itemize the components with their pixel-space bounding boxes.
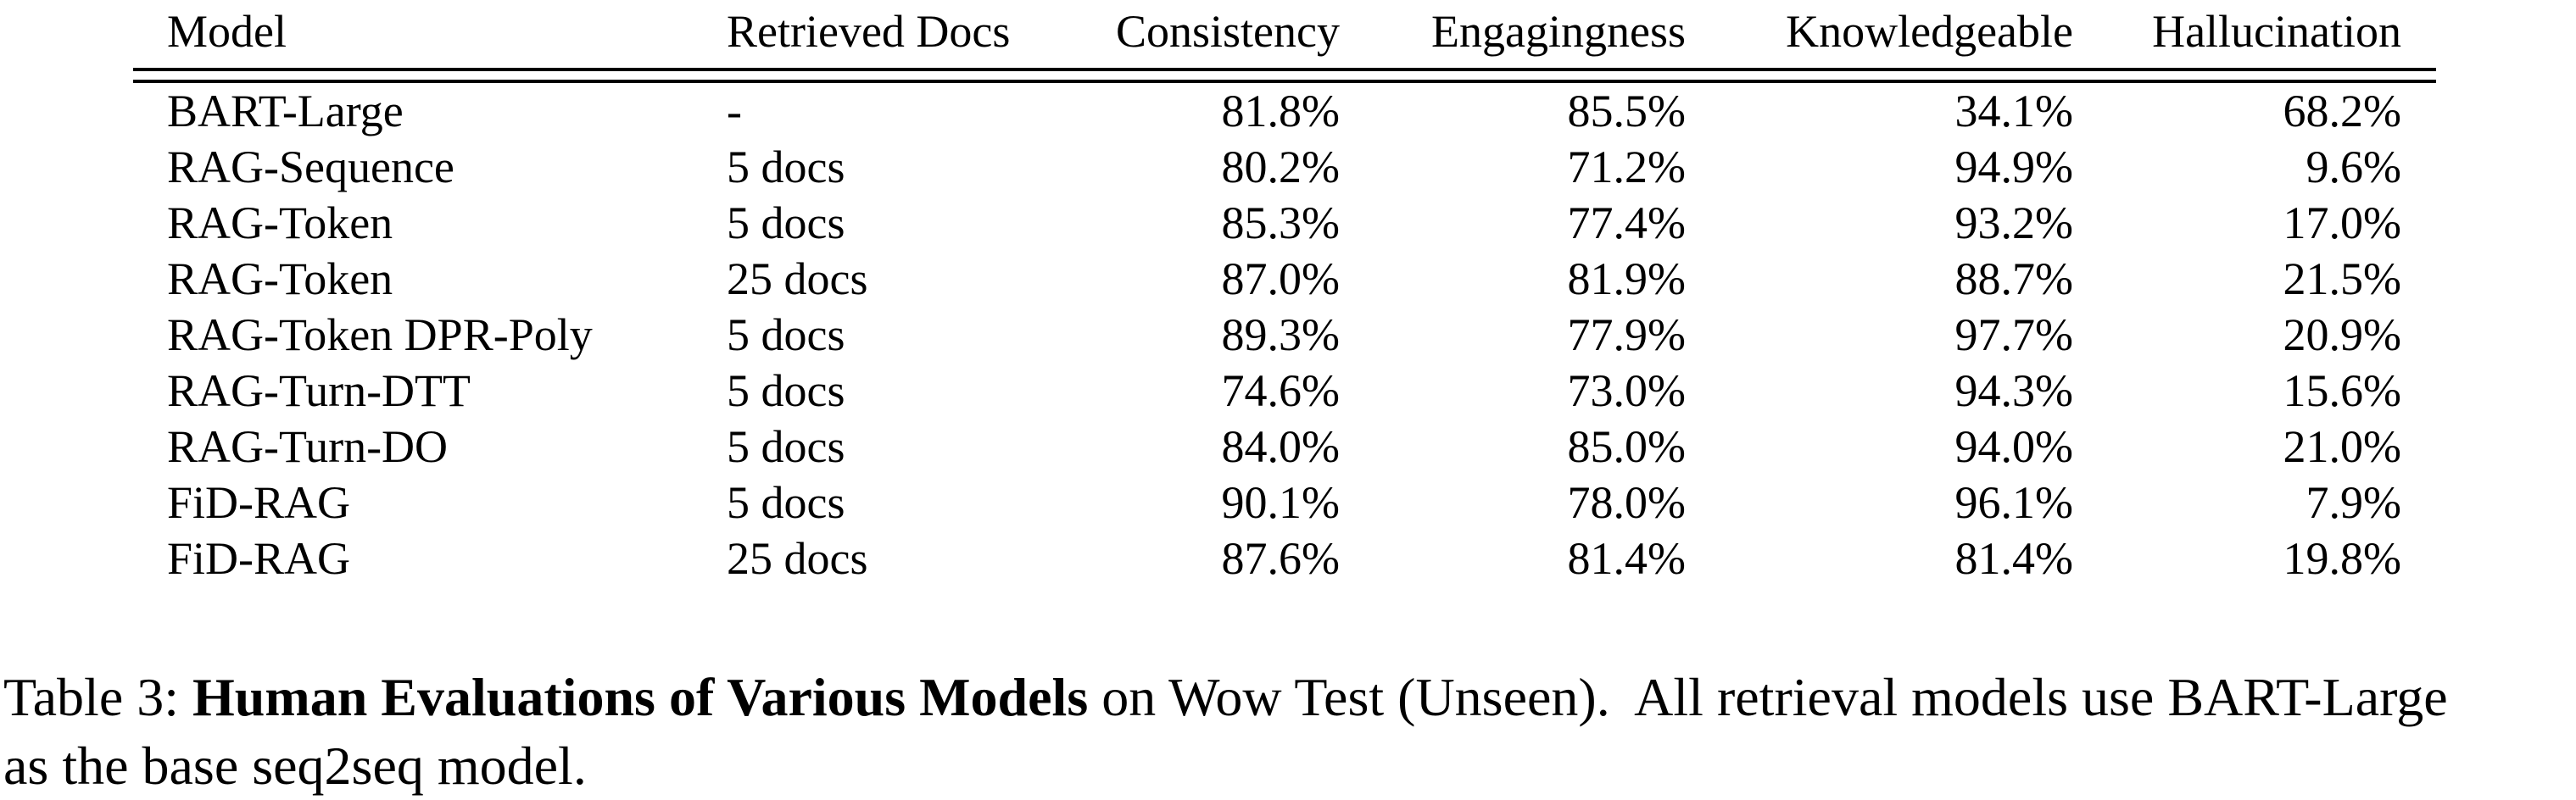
cell-hallucination: 15.6% xyxy=(2283,365,2401,416)
cell-model: FiD-RAG xyxy=(167,533,351,584)
cell-engagingness: 85.5% xyxy=(1567,86,1686,136)
cell-model: BART-Large xyxy=(167,86,404,136)
cell-retrieved-docs: 5 docs xyxy=(727,197,845,248)
cell-retrieved-docs: 5 docs xyxy=(727,309,845,360)
caption-line1-rest: on Wow Test (Unseen). All retrieval mode… xyxy=(1088,667,2448,727)
cell-engagingness: 85.0% xyxy=(1567,421,1686,472)
cell-model: RAG-Turn-DO xyxy=(167,421,449,472)
cell-model: RAG-Sequence xyxy=(167,142,454,192)
column-header-hallucination: Hallucination xyxy=(2152,6,2401,57)
caption-line2: as the base seq2seq model. xyxy=(3,736,587,796)
human-evaluations-table: Model Retrieved Docs Consistency Engagin… xyxy=(133,0,2436,586)
cell-model: RAG-Turn-DTT xyxy=(167,365,471,416)
cell-model: RAG-Token xyxy=(167,253,393,304)
cell-retrieved-docs: - xyxy=(727,86,742,136)
cell-consistency: 89.3% xyxy=(1221,309,1340,360)
cell-hallucination: 21.0% xyxy=(2283,421,2401,472)
cell-model: RAG-Token xyxy=(167,197,393,248)
cell-consistency: 81.8% xyxy=(1221,86,1340,136)
cell-knowledgeable: 93.2% xyxy=(1954,197,2073,248)
cell-consistency: 87.0% xyxy=(1221,253,1340,304)
cell-engagingness: 73.0% xyxy=(1567,365,1686,416)
cell-consistency: 90.1% xyxy=(1221,477,1340,528)
cell-retrieved-docs: 25 docs xyxy=(727,253,868,304)
cell-knowledgeable: 97.7% xyxy=(1954,309,2073,360)
cell-hallucination: 20.9% xyxy=(2283,309,2401,360)
cell-retrieved-docs: 5 docs xyxy=(727,142,845,192)
cell-engagingness: 81.9% xyxy=(1567,253,1686,304)
cell-knowledgeable: 34.1% xyxy=(1954,86,2073,136)
cell-consistency: 80.2% xyxy=(1221,142,1340,192)
column-header-knowledgeable: Knowledgeable xyxy=(1786,6,2073,57)
caption-title-bold: Human Evaluations of Various Models xyxy=(192,667,1089,727)
cell-model: RAG-Token DPR-Poly xyxy=(167,309,593,360)
cell-hallucination: 21.5% xyxy=(2283,253,2401,304)
caption-label: Table 3: xyxy=(3,667,192,727)
cell-knowledgeable: 88.7% xyxy=(1954,253,2073,304)
column-header-retrieved-docs: Retrieved Docs xyxy=(727,6,1011,57)
cell-engagingness: 71.2% xyxy=(1567,142,1686,192)
table-caption: Table 3: Human Evaluations of Various Mo… xyxy=(3,663,2574,800)
cell-engagingness: 78.0% xyxy=(1567,477,1686,528)
cell-consistency: 84.0% xyxy=(1221,421,1340,472)
cell-knowledgeable: 96.1% xyxy=(1954,477,2073,528)
cell-knowledgeable: 94.3% xyxy=(1954,365,2073,416)
cell-hallucination: 9.6% xyxy=(2306,142,2401,192)
cell-hallucination: 19.8% xyxy=(2283,533,2401,584)
cell-consistency: 74.6% xyxy=(1221,365,1340,416)
cell-retrieved-docs: 25 docs xyxy=(727,533,868,584)
column-header-engagingness: Engagingness xyxy=(1431,6,1686,57)
cell-consistency: 85.3% xyxy=(1221,197,1340,248)
column-header-model: Model xyxy=(167,6,287,57)
cell-hallucination: 17.0% xyxy=(2283,197,2401,248)
cell-knowledgeable: 94.9% xyxy=(1954,142,2073,192)
cell-engagingness: 77.9% xyxy=(1567,309,1686,360)
cell-hallucination: 68.2% xyxy=(2283,86,2401,136)
column-header-consistency: Consistency xyxy=(1116,6,1340,57)
cell-retrieved-docs: 5 docs xyxy=(727,477,845,528)
header-double-rule xyxy=(133,68,2436,83)
cell-consistency: 87.6% xyxy=(1221,533,1340,584)
cell-knowledgeable: 81.4% xyxy=(1954,533,2073,584)
cell-retrieved-docs: 5 docs xyxy=(727,421,845,472)
cell-knowledgeable: 94.0% xyxy=(1954,421,2073,472)
cell-engagingness: 77.4% xyxy=(1567,197,1686,248)
cell-engagingness: 81.4% xyxy=(1567,533,1686,584)
cell-model: FiD-RAG xyxy=(167,477,351,528)
cell-retrieved-docs: 5 docs xyxy=(727,365,845,416)
cell-hallucination: 7.9% xyxy=(2306,477,2401,528)
